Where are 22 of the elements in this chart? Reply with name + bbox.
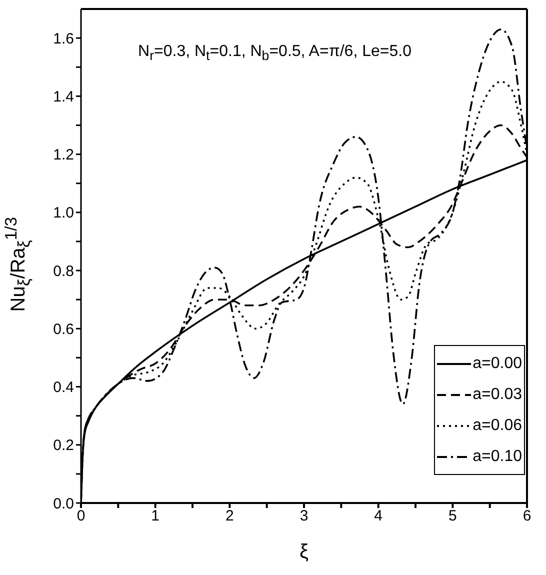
legend-label: a=0.03	[472, 386, 522, 404]
y-tick-label: 0.2	[53, 437, 74, 454]
legend-label: a=0.06	[472, 416, 522, 434]
y-tick-label: 0.8	[53, 262, 74, 280]
y-tick-label: 1.6	[53, 30, 74, 48]
y-tick-label: 1.0	[53, 204, 74, 222]
x-tick-label: 0	[76, 508, 86, 525]
legend-label: a=0.00	[472, 354, 522, 372]
x-tick-label: 6	[522, 508, 532, 525]
y-tick-label: 1.4	[53, 88, 74, 106]
y-tick-label: 0.0	[53, 495, 74, 512]
x-tick-label: 5	[448, 508, 457, 525]
x-tick-label: 1	[151, 508, 160, 525]
x-axis-title: ξ	[300, 541, 309, 563]
y-tick-label: 1.2	[53, 146, 74, 164]
x-tick-label: 4	[374, 508, 383, 525]
y-tick-label: 0.4	[53, 379, 74, 396]
y-tick-label: 0.6	[53, 320, 74, 338]
legend-label: a=0.10	[472, 448, 522, 466]
x-tick-label: 2	[225, 508, 234, 525]
x-tick-label: 3	[300, 508, 308, 525]
annotation: N$_{r}$=0.3, N$_{t}$=0.1, N$_{b}$=0.5, A=π/6, Le=5.0	[138, 43, 412, 64]
